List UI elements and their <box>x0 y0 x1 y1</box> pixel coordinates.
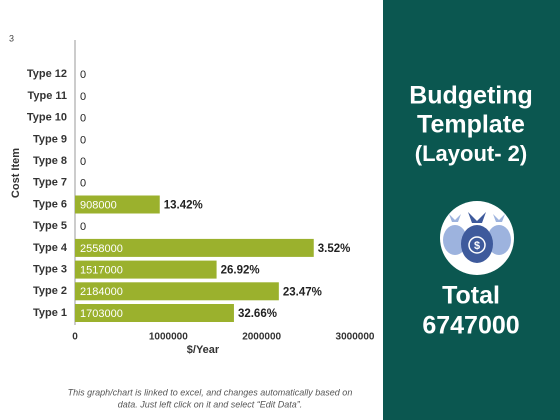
x-tick-label: 0 <box>72 332 78 343</box>
category-label: Type 9 <box>33 133 67 145</box>
money-icon: $ <box>440 201 514 275</box>
category-label: Type 8 <box>33 155 67 167</box>
category-label: Type 12 <box>27 68 67 80</box>
slide-number: 3 <box>9 33 14 43</box>
category-label: Type 5 <box>33 220 67 232</box>
bar <box>75 304 234 322</box>
data-label: 0 <box>80 221 86 233</box>
category-label: Type 2 <box>33 285 67 297</box>
category-label: Type 11 <box>27 90 67 102</box>
percent-label: 13.42% <box>164 200 203 212</box>
panel-title-line: Template <box>417 111 525 139</box>
data-label: 0 <box>80 69 86 81</box>
data-label: 2184000 <box>80 286 123 298</box>
x-tick-label: 2000000 <box>242 332 281 343</box>
category-label: Type 6 <box>33 198 67 210</box>
percent-label: 3.52% <box>318 243 351 255</box>
category-label: Type 10 <box>27 112 67 124</box>
data-label: 0 <box>80 134 86 146</box>
data-label: 1703000 <box>80 308 123 320</box>
total-label: Total <box>442 282 500 310</box>
category-label: Type 3 <box>33 264 67 276</box>
data-label: 0 <box>80 178 86 190</box>
percent-label: 26.92% <box>221 265 260 277</box>
bar <box>75 282 279 301</box>
bar <box>75 238 314 257</box>
footnote-line: data. Just left click on it and select “… <box>118 399 303 409</box>
data-label: 1517000 <box>80 265 123 277</box>
panel-title-line: (Layout- 2) <box>415 141 527 166</box>
total-value: 6747000 <box>422 312 519 340</box>
footnote-line: This graph/chart is linked to excel, and… <box>68 387 353 397</box>
x-axis-title: $/Year <box>187 344 220 356</box>
data-label: 0 <box>80 91 86 103</box>
y-axis-title: Cost Item <box>10 148 22 198</box>
svg-text:$: $ <box>474 240 480 252</box>
x-tick-label: 1000000 <box>149 332 188 343</box>
data-label: 2558000 <box>80 243 123 255</box>
bar <box>75 195 160 214</box>
category-label: Type 4 <box>33 242 68 254</box>
x-tick-label: 3000000 <box>336 332 375 343</box>
data-label: 0 <box>80 156 86 168</box>
percent-label: 23.47% <box>283 286 322 298</box>
percent-label: 32.66% <box>238 308 277 320</box>
category-label: Type 7 <box>33 177 67 189</box>
data-label: 908000 <box>80 199 117 211</box>
data-label: 0 <box>80 113 86 125</box>
panel-title-line: Budgeting <box>409 82 533 110</box>
bar <box>75 260 217 279</box>
category-label: Type 1 <box>33 307 67 319</box>
